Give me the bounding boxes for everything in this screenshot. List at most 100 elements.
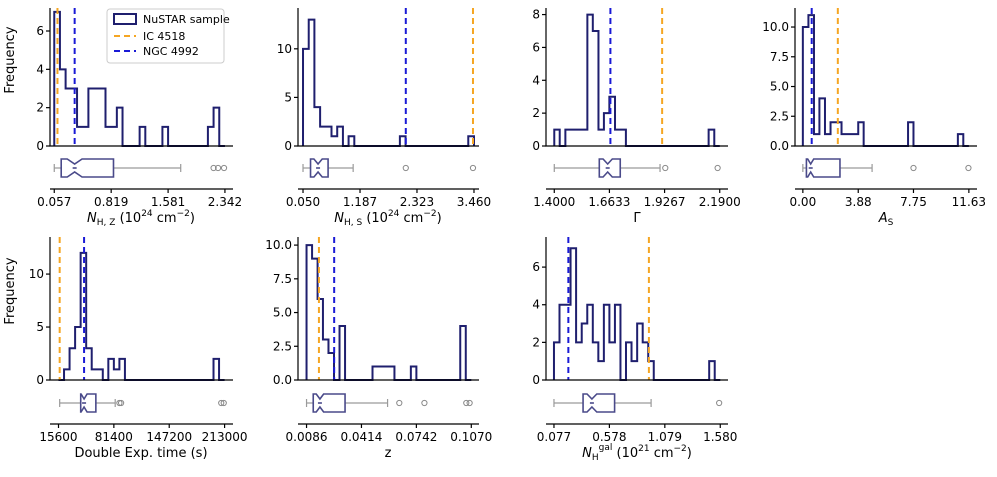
boxplot-flier <box>469 164 477 172</box>
y-tick-label: 0 <box>532 373 540 387</box>
y-tick-label: 2.5 <box>273 339 292 353</box>
histogram-bars <box>552 247 721 381</box>
x-label-subscript: H, Z <box>97 218 116 228</box>
hist-axes <box>297 237 479 381</box>
legend-label-ic4518: IC 4518 <box>143 30 185 43</box>
y-tick-label: 0 <box>532 139 540 153</box>
boxplot-flier <box>910 164 917 172</box>
hist-axes <box>545 8 728 147</box>
boxplot-flier <box>421 399 428 407</box>
x-label-unit: cm <box>153 211 177 226</box>
x-label-subscript: S <box>888 218 894 228</box>
x-tick-label: 1.581 <box>151 195 185 209</box>
y-tick-label: 2 <box>532 335 540 349</box>
y-tick-label: 0 <box>36 139 44 153</box>
y-tick-label: 5.0 <box>770 80 789 94</box>
y-tick-label: 0 <box>36 373 44 387</box>
y-tick-label: 8 <box>532 8 540 22</box>
boxplot-box <box>79 393 97 413</box>
x-axis-label: NH, S (1024 cm−2) <box>334 209 441 228</box>
x-tick-label: 2.323 <box>400 195 434 209</box>
x-tick-label: 1.580 <box>703 430 737 444</box>
y-tick-label: 6 <box>532 40 540 54</box>
y-tick-label: 2 <box>36 101 44 115</box>
x-tick-label: 1.6633 <box>588 195 630 209</box>
x-tick-label: 81400 <box>95 430 133 444</box>
x-label-unit: cm <box>399 211 423 226</box>
x-label-exponent: 24 <box>388 209 400 219</box>
y-tick-label: 7.5 <box>770 50 789 64</box>
x-tick-label: 213000 <box>202 430 248 444</box>
x-tick-label: 1.079 <box>648 430 682 444</box>
x-label-unit: ) <box>437 211 442 226</box>
x-label-symbol: A <box>878 211 888 226</box>
x-tick-label: 0.0086 <box>286 430 328 444</box>
boxplot-flier <box>396 399 403 407</box>
x-axis-label: Double Exp. time (s) <box>74 446 207 461</box>
x-label-exponent: −2 <box>423 209 436 219</box>
y-tick-label: 5.0 <box>273 306 292 320</box>
histogram-bars <box>302 18 475 147</box>
x-tick-label: 0.1070 <box>450 430 492 444</box>
x-label-subscript: H, S <box>344 218 362 228</box>
x-label-superscript: gal <box>599 443 613 453</box>
y-tick-label: 6 <box>532 260 540 274</box>
x-tick-label: 0.050 <box>286 195 320 209</box>
x-label-exponent: 21 <box>638 444 649 454</box>
boxplot-flier <box>220 399 227 407</box>
x-label-unit: (10 <box>362 211 388 226</box>
y-tick-label: 2.5 <box>770 109 789 123</box>
histogram-bars <box>305 244 472 381</box>
legend-label-sample: NuSTAR sample <box>143 13 230 26</box>
y-tick-label: 5 <box>36 320 44 334</box>
x-label-unit: (10 <box>612 446 638 461</box>
x-tick-label: 0.578 <box>592 430 626 444</box>
boxplot-flier <box>220 164 228 172</box>
x-tick-label: 0.057 <box>37 195 71 209</box>
panel-dbl: 0 5 10 15600 81400 147200 213000 Double Exp. ti… <box>29 237 248 461</box>
boxplot-flier <box>463 399 470 407</box>
x-label-unit: cm <box>650 446 674 461</box>
boxplot-box <box>582 393 616 413</box>
panel-nhgal: 0 2 4 6 0.077 0.578 1.079 1.580 NHgal (1021 cm−2… <box>532 237 737 463</box>
y-tick-label: 4 <box>532 73 540 87</box>
y-tick-label: 0.0 <box>770 139 789 153</box>
panel-gamma: 0 2 4 6 8 1.4000 1.6633 1.9267 2.1900 Γ <box>532 8 740 226</box>
x-tick-label: 1.9267 <box>644 195 686 209</box>
x-label-subscript: H <box>592 453 599 463</box>
boxplot-flier <box>965 164 972 172</box>
y-tick-label: 2 <box>532 106 540 120</box>
x-label-unit: ) <box>687 446 692 461</box>
hist-axes <box>794 8 977 147</box>
x-tick-label: 1.4000 <box>533 195 575 209</box>
y-tick-label: 6 <box>36 24 44 38</box>
y-axis-label-top: Frequency <box>3 26 18 93</box>
x-axis-label: AS <box>878 211 894 228</box>
boxplot-flier <box>218 399 225 407</box>
y-tick-label: 0 <box>284 139 292 153</box>
x-tick-label: 0.077 <box>537 430 571 444</box>
boxplot-flier <box>662 164 669 172</box>
x-axis-label: Γ <box>633 211 641 226</box>
x-tick-label: 0.0742 <box>395 430 437 444</box>
x-label-exponent: 24 <box>141 209 153 219</box>
legend-swatch-sample <box>113 13 137 25</box>
x-tick-label: 1.187 <box>343 195 377 209</box>
x-tick-label: 2.342 <box>208 195 242 209</box>
y-tick-label: 0.0 <box>273 373 292 387</box>
x-tick-label: 15600 <box>39 430 77 444</box>
histogram-bars <box>801 14 969 147</box>
boxplot-box <box>60 158 115 178</box>
y-tick-label: 10.0 <box>762 20 789 34</box>
boxplot-box <box>312 393 346 413</box>
boxplot-flier <box>402 164 409 172</box>
panel-nhs: 0 5 10 0.050 1.187 2.323 3.460 NH, S (1024 cm−2… <box>277 8 491 228</box>
y-axis-label-bottom: Frequency <box>3 257 18 324</box>
x-label-symbol: N <box>334 211 344 226</box>
y-tick-label: 10 <box>277 42 292 56</box>
x-tick-label: 7.75 <box>900 195 927 209</box>
boxplot-flier <box>210 164 217 172</box>
hist-axes <box>297 8 479 147</box>
